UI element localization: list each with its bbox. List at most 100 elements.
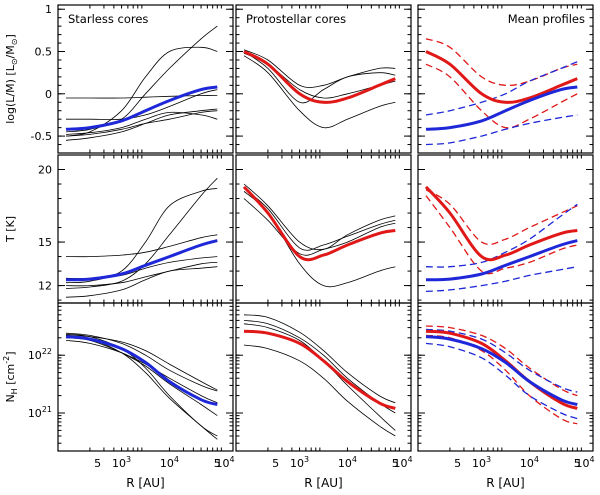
panel-r2-c1 [235,302,412,452]
series-line-starless-core-b [65,177,218,289]
x-tick-label: 104 [575,455,594,470]
x-tick-label: 5 [272,457,279,470]
series-line-protostellar-core-a [243,314,396,404]
x-tick-label: 5 [392,457,399,470]
series-line-starless-core-g [65,110,218,137]
series-line-protostellar-mean [425,50,578,104]
panel-frame [57,302,234,452]
panel-r1-c2 [417,154,594,304]
panel-r1-c0 [57,154,234,304]
series-line-protostellar-mean [242,185,396,262]
column-title-starless-cores: Starless cores [68,12,148,26]
x-axis-label: R [AU] [126,476,165,490]
y-axis-label: T [K] [4,216,17,243]
y-tick-label: 1 [45,3,52,16]
superscript: -2 [2,356,11,364]
panel-frame [235,4,412,154]
y-tick-label: 1021 [28,405,52,420]
series-group [65,177,218,298]
x-tick-exponent: 3 [486,455,491,464]
series-group [424,185,578,293]
series-line-protostellar-core-c [243,52,396,99]
series-line-protostellar-core-b [243,55,396,129]
series-line-starless-lower [425,266,578,293]
panel-frame [417,4,594,154]
column-title-protostellar-cores: Protostellar cores [246,12,346,26]
series-line-protostellar-upper [425,325,578,397]
series-line-starless-core-c [66,89,218,120]
label-part: ] [4,351,17,355]
series-line-protostellar-mean [243,329,396,410]
series-line-starless-core-a [65,46,218,137]
panel-frame [235,302,412,452]
y-tick-label: 1022 [28,347,52,362]
panel-r2-c0 [57,302,234,452]
series-line-starless-mean [425,335,578,406]
series-line-starless-lower [425,114,578,146]
series-line-starless-mean [65,85,218,131]
series-line-protostellar-core-a [243,191,396,288]
label-part: ] [4,34,17,38]
x-tick-label: 5 [574,457,581,470]
series-line-starless-core-f [65,340,218,404]
x-tick-label: 103 [112,455,131,470]
series-line-starless-core-e [65,266,218,298]
series-line-protostellar-core-c [243,183,396,251]
y-axis-label: log(L/M) [L⊙/M⊙] [4,34,19,124]
x-axis-label: R [AU] [486,476,525,490]
panel-r2-c2 [417,302,594,452]
subscript: ⊙ [10,58,19,65]
series-line-starless-lower [425,342,578,420]
series-group [425,325,578,425]
series-line-starless-upper [425,328,578,393]
x-axis-label: R [AU] [304,476,343,490]
y-tick-exponent: 21 [42,405,52,414]
series-line-starless-core-f [65,111,218,135]
y-axis-label: NH [cm-2] [2,351,19,402]
series-line-starless-upper [425,61,578,116]
series-line-starless-core-d [65,262,218,287]
series-group [425,38,578,146]
series-line-starless-upper [425,203,578,268]
x-tick-exponent: 4 [174,455,179,464]
y-tick-label: 15 [38,236,52,249]
x-tick-label: 103 [472,455,491,470]
series-line-starless-mean [425,85,578,131]
series-line-starless-mean [425,239,578,282]
series-line-protostellar-mean [424,185,578,262]
series-line-protostellar-lower [425,195,578,275]
panel-frame [235,154,412,304]
series-line-protostellar-core-a [243,51,396,104]
series-line-protostellar-core-d [243,344,396,437]
series-line-starless-core-a [65,335,218,440]
x-tick-exponent: 4 [589,455,594,464]
series-line-starless-core-c [65,234,218,258]
panel-frame [417,302,594,452]
y-tick-exponent: 22 [42,347,52,356]
x-tick-label: 5 [94,457,101,470]
x-tick-label: 5 [214,457,221,470]
x-tick-exponent: 4 [229,455,234,464]
y-tick-label: 20 [38,164,52,177]
series-line-starless-core-e [65,333,218,437]
series-group [65,25,218,141]
series-group [243,49,396,129]
series-line-protostellar-core-d [243,49,396,88]
x-tick-exponent: 4 [407,455,412,464]
series-line-protostellar-lower [425,63,578,129]
series-line-starless-core-d [65,335,218,391]
x-tick-exponent: 4 [534,455,539,464]
x-tick-label: 104 [338,455,357,470]
series-group [243,314,396,437]
series-line-protostellar-core-b [243,323,396,431]
x-tick-label: 104 [215,455,234,470]
column-title-mean-profiles: Mean profiles [508,12,585,26]
series-line-protostellar-core-d [243,188,396,251]
series-group [242,183,396,288]
x-tick-label: 5 [454,457,461,470]
panel-r0-c0 [57,4,234,154]
subscript: ⊙ [10,39,19,46]
x-tick-label: 104 [160,455,179,470]
x-tick-exponent: 4 [352,455,357,464]
